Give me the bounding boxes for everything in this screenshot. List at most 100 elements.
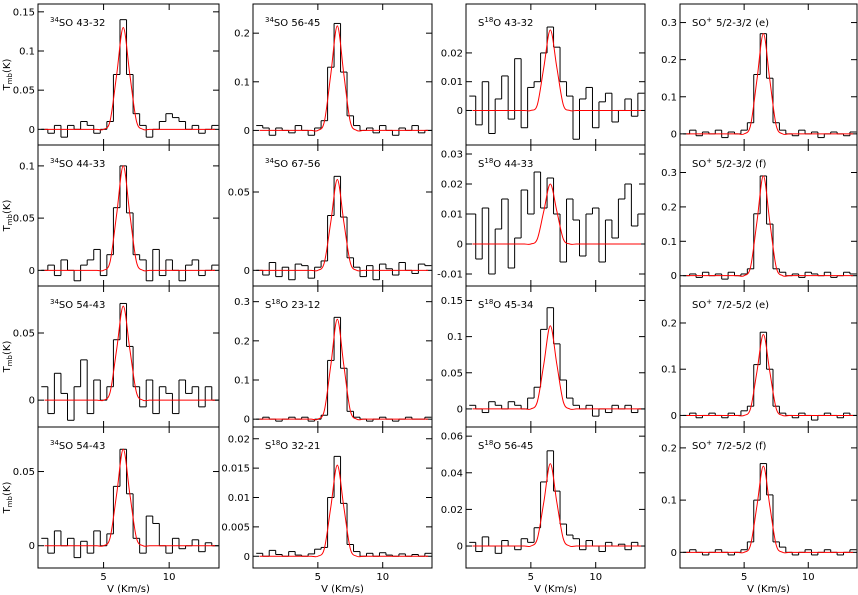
title-part: SO xyxy=(692,18,706,29)
panel-frame xyxy=(679,426,858,569)
y-tick-label: 0 xyxy=(457,404,463,415)
panel: 0 0.05 0.1 34SO 44-33 Tmb(K) xyxy=(2,144,220,287)
y-axis-label: Tmb(K) xyxy=(2,200,14,233)
title-sup: + xyxy=(706,157,712,165)
panel: 0 0.05 0.1 0.15 S18O 45-34 xyxy=(441,285,646,428)
label-part: T xyxy=(2,83,13,91)
fit-line xyxy=(472,463,642,548)
y-tick-label: 0 xyxy=(457,240,463,251)
y-tick-label: 0.005 xyxy=(221,522,250,533)
plot-area xyxy=(41,165,219,282)
label-part: T xyxy=(2,506,13,514)
fit-line xyxy=(44,448,216,547)
panel: 0 0.05 0.1 0.15 34SO 43-32 Tmb(K) xyxy=(2,3,220,146)
y-tick-label: 0 xyxy=(244,126,250,137)
y-tick-label: 0 xyxy=(29,266,35,277)
title-part: S xyxy=(478,441,484,452)
panel-frame xyxy=(465,426,646,569)
x-axis-label: V (Km/s) xyxy=(107,584,150,595)
x-tick-label: 10 xyxy=(589,572,602,583)
y-tick-label: 0.05 xyxy=(13,86,35,97)
panel: 0 0.1 0.2 SO+ 7/2-5/2 (e) xyxy=(661,285,858,428)
plot-area xyxy=(256,455,432,558)
y-tick-label: 0.02 xyxy=(441,505,463,516)
y-tick-label: 0.01 xyxy=(441,210,463,221)
title-sup: + xyxy=(706,298,712,306)
y-tick-label: 0.015 xyxy=(221,464,250,475)
panel: 0 0.05 34SO 67-56 xyxy=(228,144,433,287)
y-tick-label: 0 xyxy=(29,125,35,136)
plot-area xyxy=(683,33,857,139)
y-tick-label: 0.1 xyxy=(19,47,35,58)
panel-title: S18O 23-12 xyxy=(265,298,320,311)
title-part: SO xyxy=(692,441,706,452)
panel-title: S18O 32-21 xyxy=(265,439,320,452)
plot-area xyxy=(683,463,857,556)
label-sub: mb xyxy=(6,354,14,366)
y-tick-label: 0.06 xyxy=(441,432,463,443)
panel-title: SO+ 5/2-3/2 (f) xyxy=(692,157,766,170)
y-axis-label: Tmb(K) xyxy=(2,59,14,92)
fit-line xyxy=(259,178,429,272)
panel: 0 0.02 0.04 0.06 5 10 S18O 56-45 V (Km/s) xyxy=(441,426,646,595)
title-sup: 34 xyxy=(265,157,274,165)
plot-area xyxy=(41,19,219,138)
y-tick-label: 0.15 xyxy=(441,296,463,307)
fit-line xyxy=(686,465,854,554)
y-tick-label: 0 xyxy=(457,106,463,117)
title-part: S xyxy=(478,18,484,29)
title-part: O 56-45 xyxy=(493,441,533,452)
fit-line xyxy=(259,464,429,558)
panel: 0 0.05 34SO 54-43 Tmb(K) xyxy=(2,285,220,428)
x-axis-label: V (Km/s) xyxy=(321,584,364,595)
title-sup: 34 xyxy=(50,16,59,24)
panel-title: SO+ 5/2-3/2 (e) xyxy=(692,16,769,29)
title-sup: 34 xyxy=(265,16,274,24)
panel: 0 0.1 0.2 34SO 56-45 xyxy=(234,3,433,146)
title-sup: + xyxy=(706,439,712,447)
panel-title: SO+ 7/2-5/2 (e) xyxy=(692,298,769,311)
plot-area xyxy=(683,175,857,280)
y-tick-label: 0.04 xyxy=(441,468,463,479)
title-part: SO xyxy=(692,159,706,170)
y-tick-label: 0.3 xyxy=(661,168,677,179)
title-sup: 34 xyxy=(50,157,59,165)
x-tick-label: 5 xyxy=(741,572,747,583)
title-part: SO 54-43 xyxy=(59,300,105,311)
panel-title: 34SO 67-56 xyxy=(265,157,320,170)
y-tick-label: 0.2 xyxy=(661,443,677,454)
fit-line xyxy=(472,183,642,245)
panel-title: S18O 45-34 xyxy=(478,298,533,311)
label-sub: mb xyxy=(6,495,14,507)
y-tick-label: 0.01 xyxy=(441,77,463,88)
x-tick-label: 10 xyxy=(802,572,815,583)
y-tick-label: 0.3 xyxy=(234,297,250,308)
title-part: O 32-21 xyxy=(280,441,320,452)
y-tick-label: 0.15 xyxy=(13,7,35,18)
y-tick-label: 0.2 xyxy=(661,55,677,66)
title-sup: 34 xyxy=(50,439,59,447)
title-sup: 18 xyxy=(484,439,493,447)
y-tick-label: 0.05 xyxy=(13,467,35,478)
y-tick-label: 0 xyxy=(457,542,463,553)
plot-area xyxy=(469,307,645,417)
title-part: SO 44-33 xyxy=(59,159,105,170)
panel: 0 0.1 0.2 0.3 SO+ 5/2-3/2 (f) xyxy=(661,144,858,287)
panel-title: S18O 44-33 xyxy=(478,157,533,170)
y-tick-label: 0 xyxy=(671,129,677,140)
label-part: T xyxy=(2,224,13,232)
y-tick-label: 0.1 xyxy=(661,365,677,376)
label-part: T xyxy=(2,365,13,373)
y-tick-label: 0.05 xyxy=(13,329,35,340)
fit-line xyxy=(44,26,216,131)
panel: 0 0.1 0.2 0.3 S18O 23-12 xyxy=(234,285,433,428)
y-tick-label: 0.3 xyxy=(661,18,677,29)
title-sup: 18 xyxy=(484,157,493,165)
title-sup: + xyxy=(706,16,712,24)
y-tick-label: 0.1 xyxy=(19,161,35,172)
title-part: SO 56-45 xyxy=(274,18,320,29)
x-axis-label: V (Km/s) xyxy=(534,584,577,595)
title-part: SO 67-56 xyxy=(274,159,320,170)
panel: 0 0.05 5 10 34SO 54-43 Tmb(K) V (Km/s) xyxy=(2,426,220,595)
